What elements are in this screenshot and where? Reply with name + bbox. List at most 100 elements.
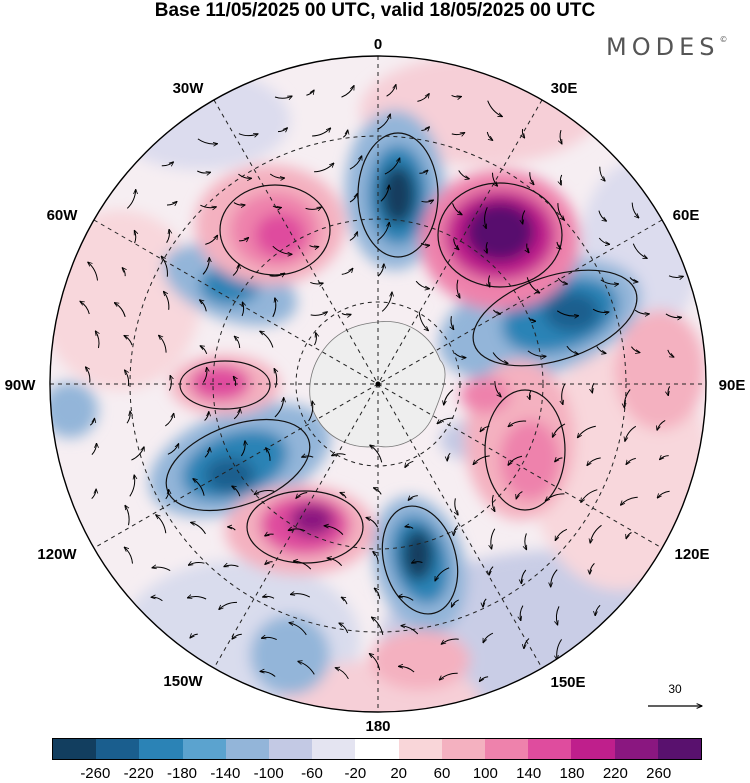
colorbar-swatch: [528, 739, 572, 759]
wind-vector-arrow: [626, 532, 632, 539]
colorbar-swatch: [485, 739, 529, 759]
wind-vector-arrow: [131, 447, 144, 461]
wind-vector-arrow: [188, 562, 205, 565]
colorbar-swatch: [312, 739, 356, 759]
wind-vector-arrow: [408, 495, 418, 501]
colorbar-tick-label: 220: [602, 765, 628, 782]
wind-vector-arrow: [126, 411, 130, 424]
wind-vector-arrow: [454, 352, 466, 358]
wind-vector-arrow: [305, 207, 322, 209]
wind-vector-arrow: [274, 369, 277, 388]
wind-vector-arrow: [269, 273, 285, 276]
colorbar-tick-label: -140: [210, 765, 241, 782]
wind-vector-arrow: [202, 258, 209, 275]
wind-vector-arrow: [187, 597, 207, 600]
colorbar-swatch: [53, 739, 97, 759]
wind-vector-arrow: [657, 490, 670, 498]
wind-vector-arrow: [479, 676, 489, 682]
wind-vector-arrow: [398, 596, 414, 601]
wind-vector-arrow: [444, 389, 454, 405]
wind-vector-arrow: [545, 493, 565, 501]
wind-vector-arrow: [327, 558, 343, 567]
wind-vector-arrow: [204, 448, 210, 458]
wind-vector-arrow: [529, 172, 534, 185]
wind-vector-arrow: [483, 598, 487, 607]
wind-vector-arrow: [122, 268, 125, 277]
lon-label-150w: 150W: [163, 673, 203, 690]
wind-vector-arrow: [562, 383, 566, 405]
wind-vector-arrow: [566, 345, 579, 354]
wind-vector-arrow: [624, 389, 631, 408]
wind-vector-arrow: [167, 444, 179, 455]
wind-vector-arrow: [341, 86, 355, 98]
colorbar-tick-label: -20: [344, 765, 367, 782]
wind-vector-arrow: [233, 202, 245, 206]
wind-vector-arrow: [272, 245, 292, 254]
lon-label-120e: 120E: [674, 546, 710, 563]
colorbar-tick-label: 140: [516, 765, 542, 782]
wind-vector-arrow: [522, 210, 526, 225]
wind-vector-arrow: [168, 376, 171, 391]
colorbar-tick-label: 260: [646, 765, 672, 782]
wind-vector-arrow: [491, 172, 497, 186]
wind-vector-arrow: [262, 637, 277, 641]
wind-vector-arrow: [486, 131, 492, 140]
wind-vector-arrow: [667, 349, 674, 357]
wind-vector-arrow: [557, 639, 563, 659]
wind-vector-arrow: [156, 515, 167, 534]
colorbar-swatch: [398, 739, 442, 759]
colorbar-swatch: [269, 739, 313, 759]
wind-vector-arrow: [290, 594, 311, 598]
wind-vector-arrow: [419, 170, 428, 173]
wind-vector-arrow: [374, 488, 382, 495]
wind-vector-arrow: [165, 413, 173, 427]
wind-vector-arrow: [373, 552, 379, 562]
wind-vector-arrow: [437, 417, 454, 424]
wind-vector-arrow: [232, 633, 242, 639]
colorbar-tick-label: 20: [390, 765, 407, 782]
wind-vector-arrow: [555, 458, 563, 462]
wind-vector-arrow: [341, 597, 348, 605]
wind-vector-arrow: [238, 134, 258, 136]
wind-vector-arrow: [129, 475, 135, 497]
wind-vector-arrow: [228, 527, 236, 531]
wind-vector-arrow: [598, 210, 607, 222]
wind-vector-arrow: [232, 264, 239, 276]
wind-vector-arrow: [621, 496, 638, 505]
wind-vector-arrow: [632, 243, 647, 259]
wind-vector-arrow: [335, 668, 349, 680]
colorbar: [52, 738, 702, 760]
wind-vector-arrow: [587, 457, 601, 466]
wind-vector-arrow: [91, 489, 96, 499]
wind-vector-arrow: [349, 232, 358, 241]
wind-vector-arrow: [458, 170, 470, 179]
lon-label-60w: 60W: [46, 207, 78, 224]
colorbar-tick-label: -260: [80, 765, 111, 782]
wind-vector-arrow: [473, 455, 490, 465]
wind-vector-arrow: [492, 494, 494, 512]
wind-vector-arrow: [483, 632, 494, 643]
wind-vector-arrow: [125, 505, 130, 526]
lon-label-0: 0: [373, 36, 383, 53]
wind-vector-arrow: [386, 85, 396, 97]
colorbar-tick-label: -100: [253, 765, 284, 782]
wind-vector-arrow: [272, 298, 276, 318]
wind-vector-arrow: [238, 173, 251, 178]
lon-label-90w: 90W: [4, 377, 36, 394]
wind-vector-arrow: [91, 443, 97, 455]
wind-vector-arrow: [420, 242, 430, 245]
wind-vector-arrow: [435, 567, 450, 581]
wind-vector-arrow: [630, 346, 640, 353]
wind-vector-arrow: [370, 445, 383, 463]
wind-vector-arrow: [412, 562, 423, 563]
wind-vector-arrow: [553, 423, 566, 437]
wind-vector-arrow: [384, 158, 400, 175]
wind-vector-arrow: [455, 498, 458, 515]
wind-vector-arrow: [556, 310, 578, 316]
wind-vector-arrow: [288, 529, 306, 532]
wind-vector-arrow: [152, 567, 171, 572]
wind-vector-arrow: [405, 527, 414, 529]
wind-vector-arrow: [151, 597, 163, 602]
wind-vector-arrow: [166, 202, 177, 206]
wind-vector-arrow: [272, 205, 281, 208]
